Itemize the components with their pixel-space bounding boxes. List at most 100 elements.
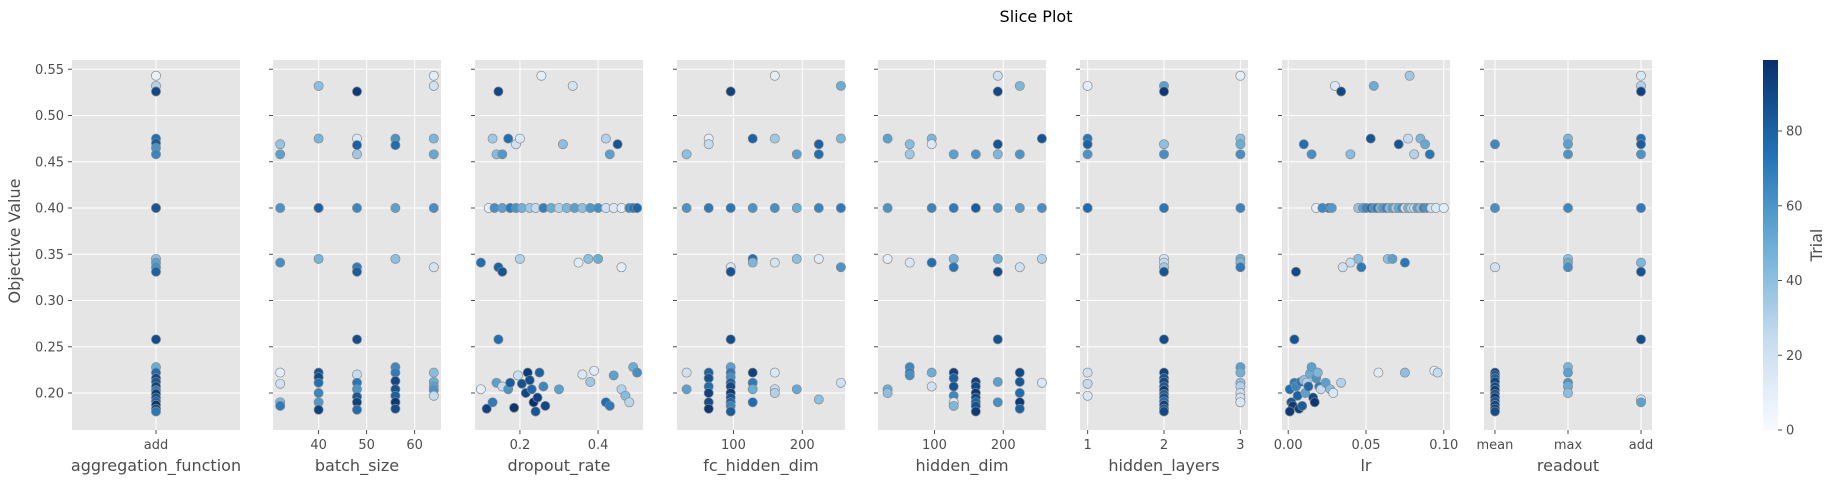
data-point: [275, 378, 286, 389]
data-point: [428, 80, 439, 91]
data-point: [1636, 397, 1646, 408]
x-tick-label: 200: [790, 438, 815, 453]
data-point: [593, 253, 604, 264]
data-point: [1297, 400, 1308, 411]
data-point: [505, 377, 516, 388]
data-point: [747, 367, 758, 378]
x-axis-label: fc_hidden_dim: [703, 456, 819, 476]
colorbar: Trial 0 20 40 60 80: [1763, 60, 1826, 439]
data-point: [948, 400, 959, 411]
data-point: [703, 388, 714, 398]
data-point: [1036, 377, 1047, 388]
data-point: [1303, 381, 1314, 392]
data-point: [1636, 266, 1646, 277]
data-point: [1326, 203, 1337, 213]
data-point: [487, 133, 498, 144]
data-point: [313, 404, 324, 415]
data-point: [1636, 203, 1646, 213]
data-point: [352, 203, 362, 213]
data-point: [725, 203, 736, 213]
data-point: [1014, 388, 1025, 398]
data-point: [514, 253, 525, 264]
data-point: [1337, 262, 1348, 273]
data-point: [926, 257, 937, 268]
data-point: [769, 133, 780, 144]
colorbar-tick-label: 0: [1786, 424, 1794, 439]
data-point: [585, 376, 596, 387]
data-point: [390, 403, 401, 414]
y-tick-label: 0.20: [35, 387, 64, 402]
data-point: [681, 149, 692, 160]
data-point: [151, 203, 161, 213]
data-point: [151, 70, 161, 81]
data-point: [475, 384, 486, 395]
data-point: [747, 257, 758, 268]
data-point: [1420, 139, 1431, 150]
data-point: [769, 203, 780, 213]
data-point: [632, 203, 643, 213]
data-point: [882, 253, 893, 264]
data-point: [1306, 362, 1317, 373]
data-point: [428, 262, 439, 273]
colorbar-tick-label: 80: [1786, 125, 1803, 140]
panel-background: [677, 60, 845, 430]
data-point: [1636, 139, 1646, 150]
data-point: [536, 70, 547, 81]
data-point: [926, 367, 937, 378]
data-point: [275, 257, 286, 268]
data-point: [1563, 203, 1573, 213]
data-point: [1235, 262, 1246, 273]
data-point: [835, 80, 846, 91]
x-tick-label: 1: [1083, 438, 1091, 453]
data-point: [992, 70, 1003, 81]
x-tick-label: 200: [991, 438, 1016, 453]
data-point: [1159, 149, 1169, 160]
data-point: [904, 139, 915, 150]
data-point: [481, 403, 492, 414]
data-point: [573, 257, 584, 268]
data-point: [151, 149, 161, 160]
data-point: [703, 139, 714, 150]
data-point: [703, 373, 714, 384]
data-point: [926, 381, 937, 392]
data-point: [747, 133, 758, 144]
data-point: [1636, 70, 1646, 81]
data-point: [1309, 397, 1320, 408]
data-point: [1365, 133, 1376, 144]
y-tick-label: 0.30: [35, 294, 64, 309]
data-point: [747, 397, 758, 408]
data-point: [1317, 203, 1328, 213]
data-point: [1159, 86, 1169, 97]
colorbar-label: Trial: [1807, 229, 1826, 263]
data-point: [151, 266, 161, 277]
panel-lr: 0.00 0.05 0.10 lr: [1274, 60, 1458, 475]
data-point: [534, 367, 545, 378]
data-point: [948, 149, 959, 160]
data-point: [882, 133, 893, 144]
x-tick-label: 40: [310, 438, 327, 453]
x-tick-label: 2: [1160, 438, 1168, 453]
data-point: [390, 253, 401, 264]
data-point: [352, 404, 362, 415]
chart-title: Slice Plot: [1000, 7, 1073, 26]
data-point: [1336, 377, 1347, 388]
data-point: [604, 149, 615, 160]
colorbar-tick-label: 40: [1786, 274, 1803, 289]
data-point: [1312, 367, 1323, 378]
x-tick-label: 0.05: [1352, 438, 1381, 453]
data-point: [428, 70, 439, 81]
data-point: [612, 139, 623, 150]
x-tick-label: 50: [358, 438, 375, 453]
data-point: [1563, 367, 1573, 378]
data-point: [390, 367, 401, 378]
data-point: [1563, 388, 1573, 398]
data-point: [948, 203, 959, 213]
panel-background: [273, 60, 441, 430]
x-tick-label: mean: [1477, 438, 1514, 453]
data-point: [747, 384, 758, 395]
data-point: [390, 376, 401, 386]
x-tick-label: max: [1554, 438, 1583, 453]
data-point: [681, 203, 692, 213]
data-point: [992, 334, 1003, 345]
